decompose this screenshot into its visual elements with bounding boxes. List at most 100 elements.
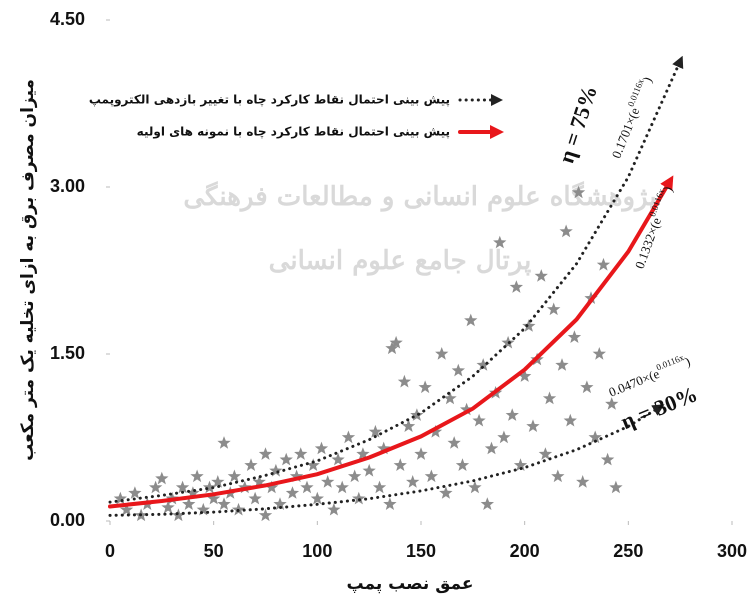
scatter-point <box>424 469 438 483</box>
scatter-point <box>547 302 561 316</box>
scatter-point <box>294 447 308 460</box>
scatter-point <box>372 480 387 494</box>
scatter-point <box>534 269 548 282</box>
scatter-point <box>522 319 536 332</box>
scatter-point <box>273 497 287 510</box>
scatter-point <box>592 347 606 360</box>
scatter-point <box>190 469 204 483</box>
scatter-point <box>418 380 432 394</box>
scatter-point <box>352 491 366 505</box>
watermark: پرتال جامع علوم انسانی <box>269 246 532 276</box>
scatter-point <box>383 497 397 510</box>
scatter-point <box>571 185 586 199</box>
scatter-point <box>269 463 283 477</box>
scatter-point <box>484 441 499 455</box>
scatter-point <box>258 447 273 460</box>
scatter-point <box>356 447 370 460</box>
scatter-point <box>428 424 443 438</box>
scatter-point <box>509 280 523 293</box>
scatter-point <box>393 458 407 471</box>
scatter-point <box>609 480 623 494</box>
scatter-point <box>580 380 594 394</box>
scatter-point <box>493 235 507 249</box>
scatter-point <box>576 475 590 488</box>
scatter-point <box>588 430 602 444</box>
scatter-point <box>331 452 345 466</box>
scatter-point <box>567 330 582 343</box>
scatter-point <box>559 224 573 238</box>
scatter-point <box>455 458 470 471</box>
scatter-point <box>476 358 490 371</box>
scatter-point <box>285 486 300 499</box>
y-tick-label: 0.00 <box>50 510 85 530</box>
scatter-point <box>472 413 486 427</box>
scatter-point <box>314 441 329 455</box>
scatter-point <box>265 480 279 494</box>
scatter-point <box>410 408 424 421</box>
formula-close: ) <box>660 184 676 193</box>
scatter-point <box>321 475 335 488</box>
scatter-point <box>385 341 399 355</box>
scatter-point <box>227 469 242 483</box>
scatter-point <box>497 430 511 444</box>
formula-base: 0.1332×(e <box>632 215 664 270</box>
scatter-point <box>538 447 553 460</box>
scatter-point <box>605 397 619 410</box>
scatter-point <box>310 491 324 505</box>
x-tick-label: 0 <box>105 541 115 561</box>
scatter-point <box>377 441 391 455</box>
scatter-point <box>435 347 449 360</box>
scatter-point <box>207 491 221 505</box>
scatter-point <box>327 502 341 516</box>
scatter-point <box>447 436 461 449</box>
scatter-point <box>600 452 615 466</box>
scatter-point <box>518 369 532 382</box>
scatter-point <box>389 335 403 349</box>
scatter-point <box>555 358 569 371</box>
scatter-point <box>397 374 412 388</box>
legend-label: پیش بینی احتمال نقاط کارکرد چاه با نمونه… <box>137 125 450 140</box>
y-tick-label: 4.50 <box>50 9 85 29</box>
scatter-point <box>468 480 482 494</box>
scatter-point <box>341 430 356 444</box>
scatter-point <box>464 313 478 327</box>
scatter-point <box>368 424 382 438</box>
scatter-point <box>149 480 163 494</box>
scatter-point <box>244 458 258 471</box>
scatter-point <box>279 452 293 466</box>
annotation: 0.1701×(e0.0116x) <box>606 73 655 160</box>
fit-curve <box>108 404 665 517</box>
fit-curve <box>108 55 684 504</box>
scatter-point <box>505 408 519 421</box>
scatter-point <box>406 475 420 488</box>
scatter-point <box>439 486 453 499</box>
scatter-point <box>401 419 416 432</box>
formula-base: 0.1701×(e <box>608 105 642 160</box>
scatter-point <box>362 463 376 477</box>
annotation: η = 75% <box>553 82 602 166</box>
x-tick-label: 250 <box>613 541 643 561</box>
scatter-point <box>526 419 540 432</box>
scatter-point <box>186 486 200 499</box>
scatter-point <box>480 497 494 510</box>
y-tick-label: 3.00 <box>50 176 85 196</box>
formula-base: 0.0470×(e <box>607 366 662 400</box>
x-tick-label: 100 <box>302 541 332 561</box>
scatter-point <box>128 486 142 499</box>
scatter-point <box>348 469 362 483</box>
scatter-point <box>451 363 465 377</box>
y-axis-title: میزان مصرف برق به ازای تخلیه یک متر مکعب <box>18 79 38 461</box>
scatter-point <box>161 500 175 514</box>
formula-close: ) <box>683 353 693 369</box>
scatter-point <box>248 491 262 505</box>
scatter-point <box>335 480 349 494</box>
scatter-point <box>563 413 577 427</box>
formula-exponent: 0.0116x <box>626 77 646 108</box>
scatter-point <box>252 475 266 488</box>
scatter-point <box>217 497 231 510</box>
scatter-point <box>217 436 231 449</box>
formula-exponent: 0.0116x <box>655 352 686 372</box>
scatter-point <box>182 497 196 510</box>
scatter-point <box>513 458 528 471</box>
